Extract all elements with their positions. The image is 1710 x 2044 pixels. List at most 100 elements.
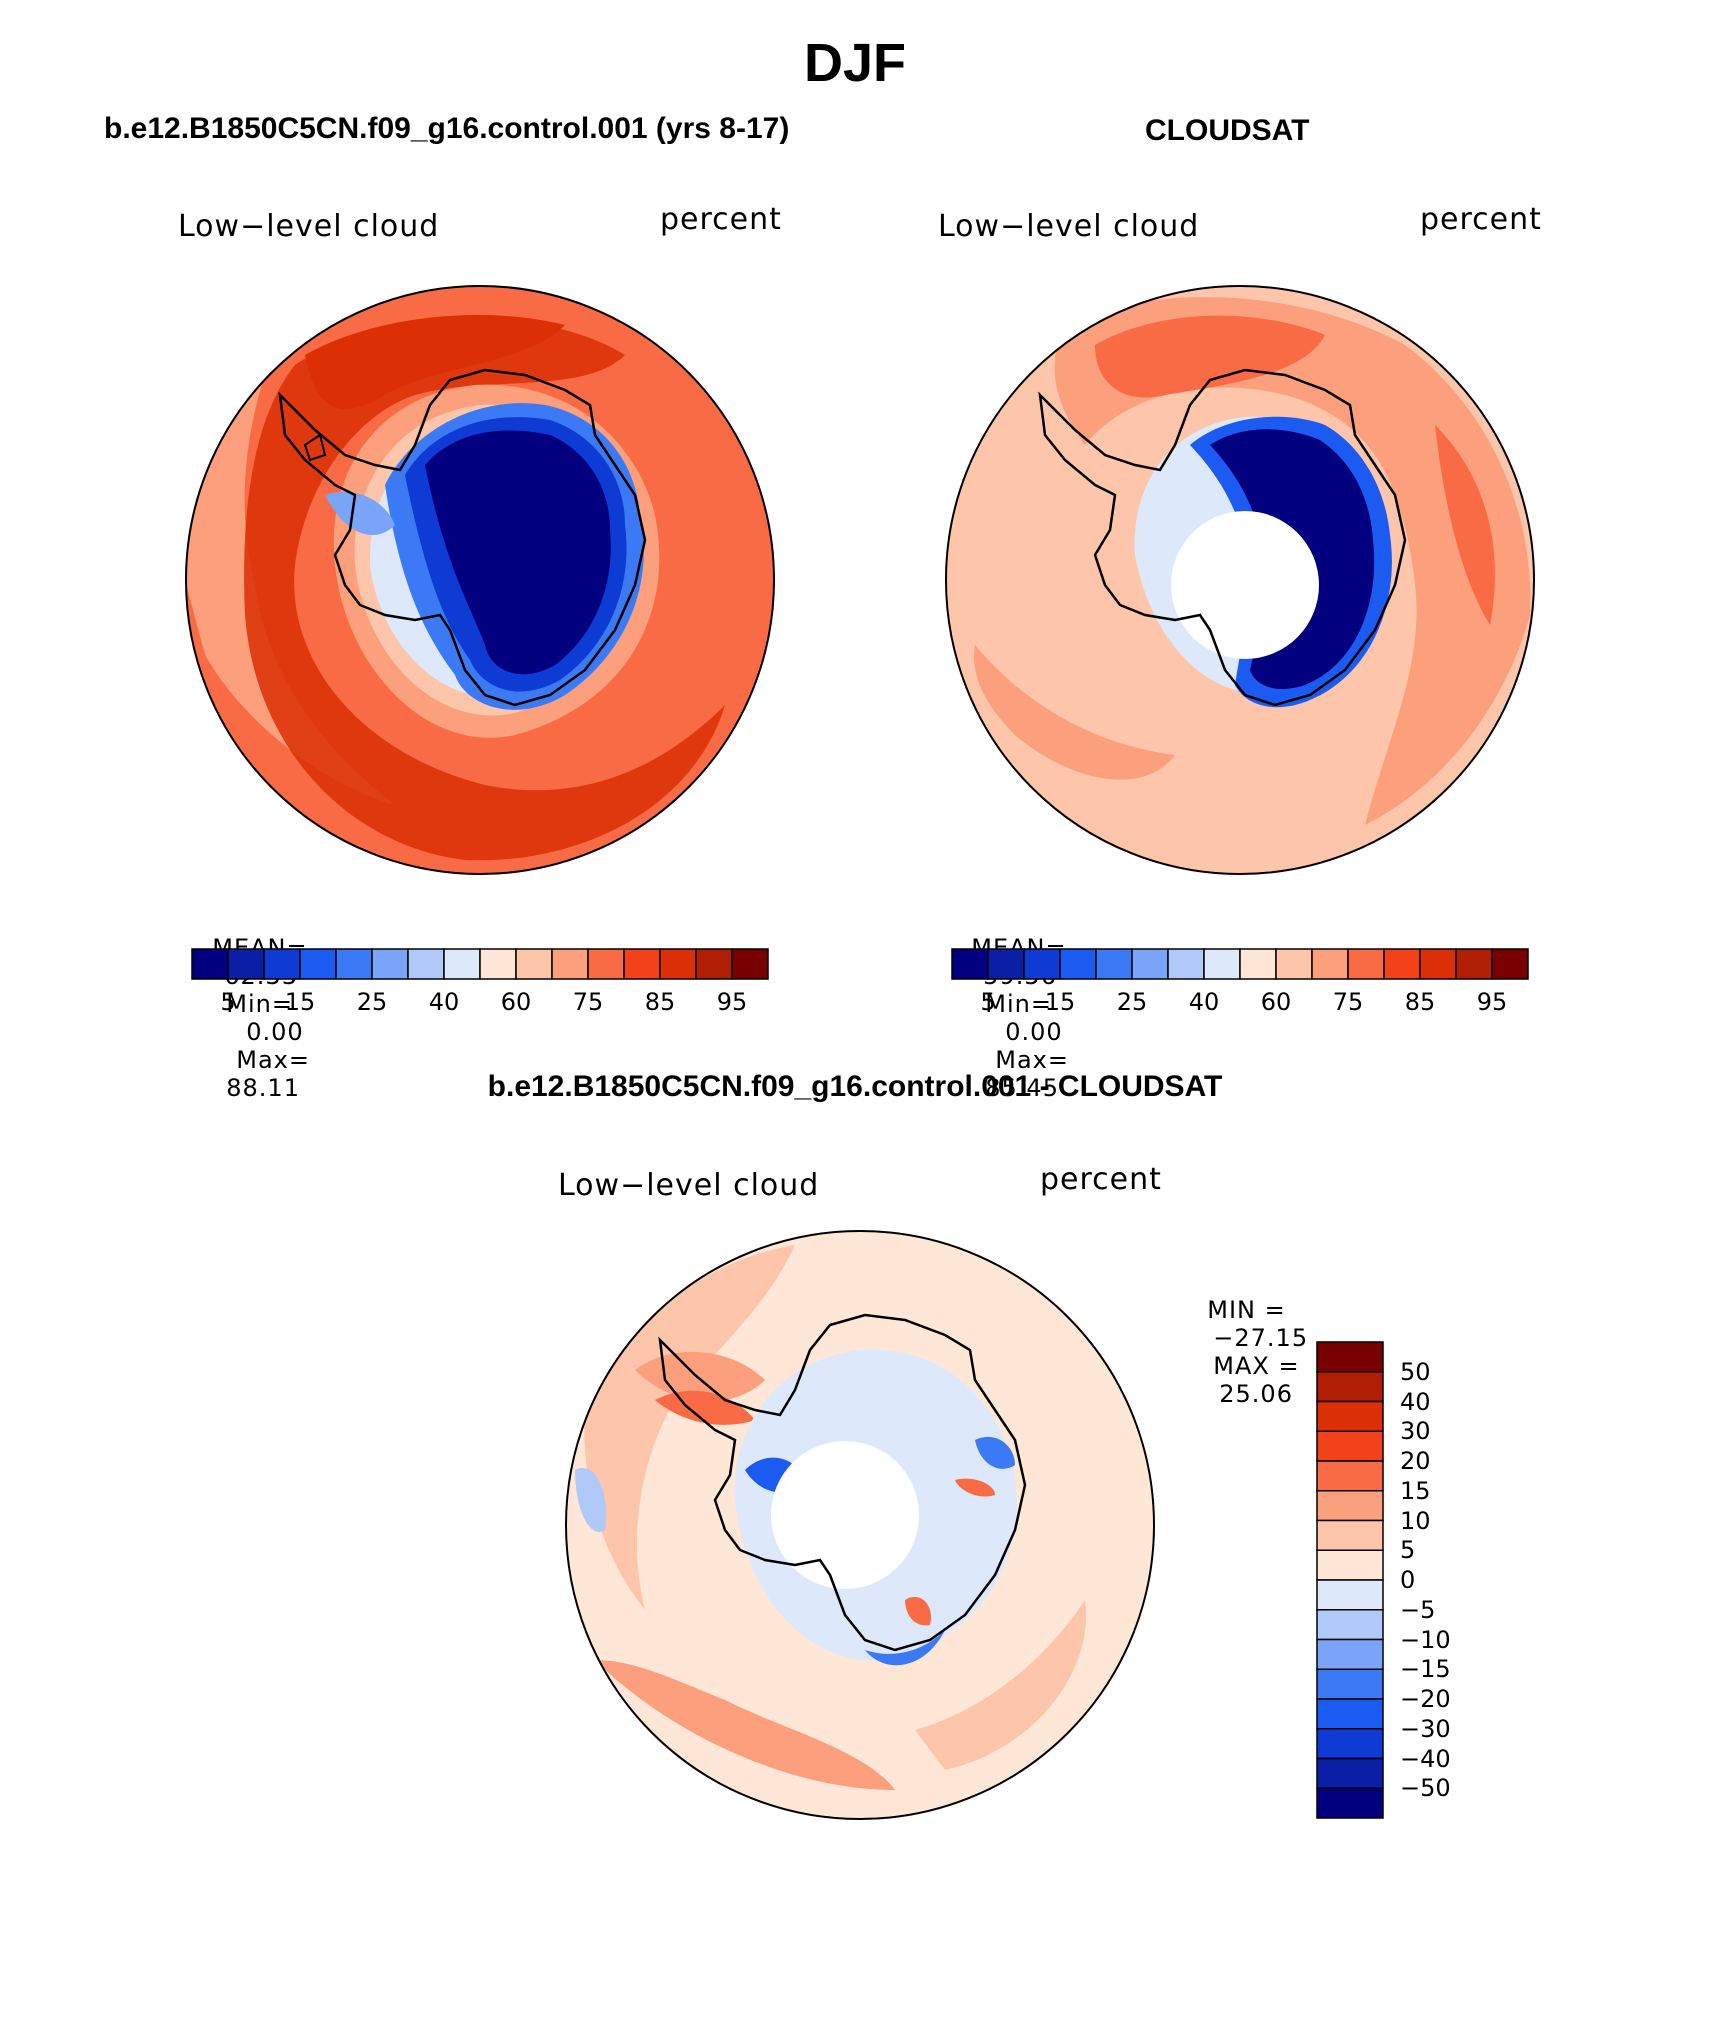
colorbar-box: [1419, 948, 1457, 980]
units-label-diff: percent: [1040, 1162, 1162, 1197]
colorbar-tick-label: 10: [1400, 1506, 1431, 1535]
colorbar-box: [1316, 1430, 1384, 1462]
colorbar-tick-label: −5: [1400, 1595, 1436, 1624]
colorbar-diff: [1316, 1341, 1384, 1819]
colorbar-tick-label: −20: [1400, 1685, 1451, 1713]
colorbar-obs: [951, 948, 1529, 980]
stats-max-label: MAX =: [1213, 1352, 1300, 1380]
colorbar-tick-label: 25: [356, 988, 388, 1016]
colorbar-box: [1311, 948, 1349, 980]
colorbar-box: [1383, 948, 1421, 980]
colorbar-tick-label: −40: [1400, 1744, 1451, 1773]
colorbar-tick-label: 15: [1400, 1476, 1431, 1505]
colorbar-box: [443, 948, 481, 980]
colorbar-box: [587, 948, 625, 980]
panel-title-model: b.e12.B1850C5CN.f09_g16.control.001 (yrs…: [104, 112, 790, 145]
colorbar-tick-label: 60: [1260, 988, 1292, 1016]
variable-label-obs: Low−level cloud: [938, 209, 1200, 244]
stats-max-label: Max=: [236, 1046, 310, 1074]
colorbar-box: [1316, 1549, 1384, 1581]
colorbar-box: [1275, 948, 1313, 980]
colorbar-tick-label: 85: [644, 988, 676, 1016]
colorbar-tick-label: 5: [980, 988, 996, 1016]
colorbar-box: [1203, 948, 1241, 980]
panel-title-obs: CLOUDSAT: [1145, 114, 1310, 147]
colorbar-box: [1023, 948, 1061, 980]
colorbar-obs-ticks: 5 15 25 40 60 75 85 95: [950, 988, 1530, 1018]
colorbar-box: [227, 948, 265, 980]
colorbar-box: [1316, 1698, 1384, 1730]
colorbar-tick-label: −50: [1400, 1774, 1451, 1803]
stats-min-label: MIN =: [1207, 1296, 1286, 1324]
colorbar-box: [659, 948, 697, 980]
colorbar-box: [191, 948, 229, 980]
colorbar-box: [1316, 1668, 1384, 1700]
variable-label-model: Low−level cloud: [178, 209, 440, 244]
colorbar-box: [1347, 948, 1385, 980]
colorbar-box: [987, 948, 1025, 980]
colorbar-box: [1316, 1400, 1384, 1432]
colorbar-box: [515, 948, 553, 980]
map-obs: [945, 285, 1535, 875]
colorbar-box: [623, 948, 661, 980]
stats-max-value: 25.06: [1219, 1380, 1293, 1408]
colorbar-tick-label: 15: [284, 988, 316, 1016]
colorbar-box: [1059, 948, 1097, 980]
panel-title-diff: b.e12.B1850C5CN.f09_g16.control.001 - CL…: [487, 1070, 1223, 1103]
map-diff: [565, 1230, 1155, 1820]
colorbar-box: [1316, 1371, 1384, 1403]
colorbar-box: [1316, 1757, 1384, 1789]
colorbar-tick-label: 40: [428, 988, 460, 1016]
colorbar-box: [1316, 1787, 1384, 1819]
colorbar-box: [1316, 1490, 1384, 1522]
colorbar-box: [1316, 1638, 1384, 1670]
colorbar-diff-ticks: 50 40 30 20 15 10 5 0 −5 −10 −15 −20 −30 −40 −50: [1400, 1340, 1490, 1820]
colorbar-tick-label: 40: [1400, 1387, 1431, 1416]
colorbar-box: [1316, 1579, 1384, 1611]
colorbar-tick-label: 30: [1400, 1417, 1431, 1446]
colorbar-box: [1167, 948, 1205, 980]
colorbar-tick-label: −30: [1400, 1714, 1451, 1743]
colorbar-tick-label: 5: [1400, 1536, 1416, 1565]
stats-min-value: 0.00: [1005, 1018, 1063, 1046]
stats-min-label: Min=: [985, 990, 1052, 1018]
colorbar-box: [1316, 1728, 1384, 1760]
colorbar-tick-label: −15: [1400, 1655, 1451, 1684]
colorbar-tick-label: 95: [716, 988, 748, 1016]
stats-model: MEAN= 62.33 Min= 0.00 Max= 88.11: [195, 906, 310, 1102]
colorbar-tick-label: 85: [1404, 988, 1436, 1016]
stats-max-value: 85.45: [985, 1074, 1059, 1102]
colorbar-tick-label: 5: [220, 988, 236, 1016]
colorbar-tick-label: −10: [1400, 1625, 1451, 1654]
colorbar-box: [335, 948, 373, 980]
colorbar-box: [263, 948, 301, 980]
colorbar-box: [1491, 948, 1529, 980]
figure-title: DJF: [803, 33, 906, 93]
colorbar-box: [1455, 948, 1493, 980]
colorbar-tick-label: 40: [1188, 988, 1220, 1016]
colorbar-box: [1239, 948, 1277, 980]
colorbar-model-ticks: 5 15 25 40 60 75 85 95: [190, 988, 770, 1018]
colorbar-tick-label: 75: [1332, 988, 1364, 1016]
colorbar-box: [695, 948, 733, 980]
colorbar-tick-label: 20: [1400, 1447, 1431, 1475]
colorbar-tick-label: 95: [1476, 988, 1508, 1016]
colorbar-model: [191, 948, 769, 980]
stats-max-label: Max=: [995, 1046, 1069, 1074]
colorbar-tick-label: 15: [1044, 988, 1076, 1016]
colorbar-box: [1316, 1519, 1384, 1551]
colorbar-tick-label: 75: [572, 988, 604, 1016]
colorbar-box: [731, 948, 769, 980]
colorbar-box: [1131, 948, 1169, 980]
colorbar-box: [951, 948, 989, 980]
colorbar-box: [551, 948, 589, 980]
colorbar-box: [299, 948, 337, 980]
colorbar-box: [1316, 1609, 1384, 1641]
stats-diff: MIN = −27.15 MAX = 25.06: [1190, 1268, 1308, 1408]
units-label-obs: percent: [1420, 202, 1542, 237]
colorbar-box: [407, 948, 445, 980]
colorbar-tick-label: 50: [1400, 1357, 1431, 1386]
colorbar-box: [1095, 948, 1133, 980]
colorbar-box: [479, 948, 517, 980]
colorbar-box: [1316, 1341, 1384, 1373]
